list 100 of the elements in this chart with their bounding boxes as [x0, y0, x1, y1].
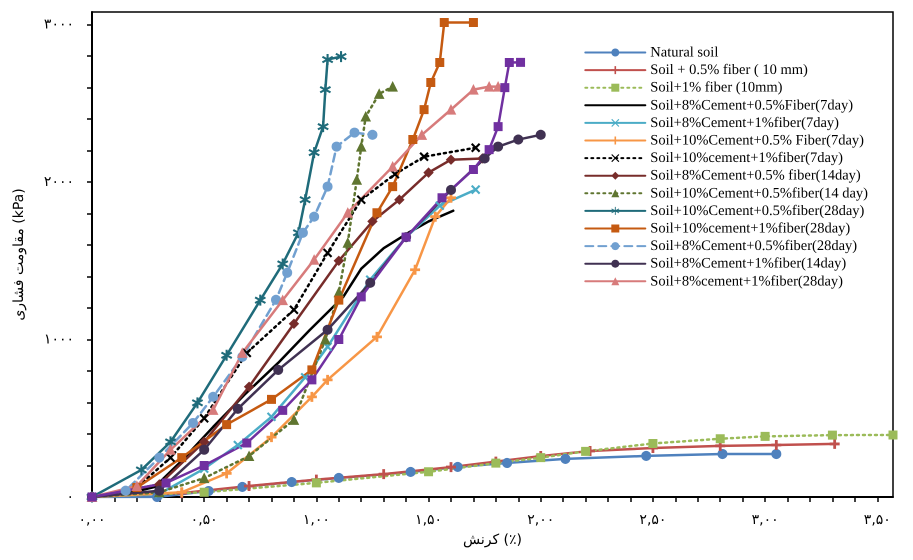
point [360, 112, 371, 122]
point [334, 335, 344, 344]
point [356, 292, 366, 302]
point [266, 432, 276, 442]
point [307, 365, 316, 374]
point [312, 478, 321, 488]
point [388, 82, 398, 92]
point [420, 105, 429, 114]
point [277, 258, 288, 270]
point [513, 134, 524, 145]
point [356, 142, 366, 152]
point [760, 432, 770, 441]
x-tick-label: ۱,۵۰ [415, 512, 442, 528]
point [771, 449, 782, 460]
y-tick-label: ۱۰۰۰ [44, 332, 74, 348]
point [162, 478, 171, 488]
point [342, 238, 353, 248]
point [286, 477, 297, 488]
point [289, 305, 298, 314]
y-axis-title: مقاومت فشاری (kPa) [11, 188, 27, 321]
point [438, 193, 447, 202]
x-tick-label: ۲,۰۰ [527, 512, 554, 528]
point [394, 194, 404, 205]
point [244, 480, 254, 491]
point [828, 430, 837, 440]
point [222, 420, 232, 430]
point [581, 446, 590, 456]
x-tick-label: ۱,۰۰ [302, 512, 330, 528]
point [648, 438, 658, 448]
legend-label: Soil+10%cement+1%fiber(7day) [650, 150, 844, 166]
point [494, 122, 503, 132]
point [270, 294, 281, 305]
point [372, 208, 382, 218]
point [288, 414, 299, 425]
point [771, 440, 782, 450]
point [342, 208, 353, 218]
point [336, 51, 347, 62]
point [308, 147, 320, 158]
legend-label: Soil+8%Cement+0.5%Fiber(7day) [650, 97, 854, 114]
point [365, 278, 376, 288]
point [200, 488, 209, 497]
point [244, 382, 254, 392]
point [420, 152, 429, 162]
point [199, 473, 210, 484]
point [199, 436, 210, 447]
point [471, 185, 480, 194]
legend-label: Soil+8%Cement+0.5% fiber(14day) [650, 168, 861, 184]
x-tick-label: ۰,۵۰ [190, 512, 218, 528]
legend-label: Soil+8%Cement+0.5%fiber(28day) [650, 238, 858, 254]
legend-label: Soil+10%cement+1%fiber(28day) [650, 220, 850, 236]
point [352, 174, 362, 185]
point [350, 128, 360, 138]
legend-label: Soil+10%Cement+0.5%fiber(28day) [650, 202, 865, 219]
point [306, 392, 317, 402]
point [424, 168, 434, 178]
point [356, 195, 366, 204]
point [278, 295, 288, 306]
point [120, 486, 131, 496]
point [332, 142, 342, 152]
legend-label: Soil + 0.5% fiber ( 10 mm) [650, 62, 808, 78]
point [493, 142, 504, 152]
point [221, 350, 232, 361]
y-tick-label: ۳۰۰۰ [44, 16, 74, 33]
point [408, 135, 418, 144]
point [440, 18, 449, 28]
point [378, 469, 389, 480]
point [192, 397, 203, 408]
point [560, 454, 570, 464]
point [717, 449, 728, 460]
point [244, 451, 254, 462]
point [516, 58, 526, 67]
point [500, 83, 510, 92]
point [318, 121, 329, 132]
point [484, 145, 494, 154]
x-axis-title: کرنش (٪) [462, 532, 522, 548]
point [435, 58, 444, 68]
point [334, 256, 344, 266]
point [298, 228, 308, 238]
legend-label: Soil+8%Cement+1%fiber(7day) [650, 114, 840, 131]
point [446, 154, 456, 165]
legend-label: Soil+8%Cement+1%fiber(14day) [650, 256, 846, 272]
point [282, 268, 292, 278]
point [200, 461, 209, 470]
point [830, 438, 840, 449]
point [177, 453, 186, 462]
point [468, 18, 478, 28]
point [199, 444, 210, 455]
point [374, 88, 384, 99]
point [154, 452, 164, 463]
point [406, 466, 416, 477]
point [322, 54, 334, 66]
point [430, 212, 440, 222]
point [471, 143, 480, 152]
legend-label: Soil+8%cement+1%fiber(28day) [650, 273, 844, 290]
legend-label: Soil+10%Cement+0.5% Fiber(7day) [650, 132, 864, 148]
point [273, 364, 284, 375]
point [200, 414, 209, 423]
point [424, 467, 434, 476]
point [266, 394, 276, 404]
point [504, 58, 514, 68]
